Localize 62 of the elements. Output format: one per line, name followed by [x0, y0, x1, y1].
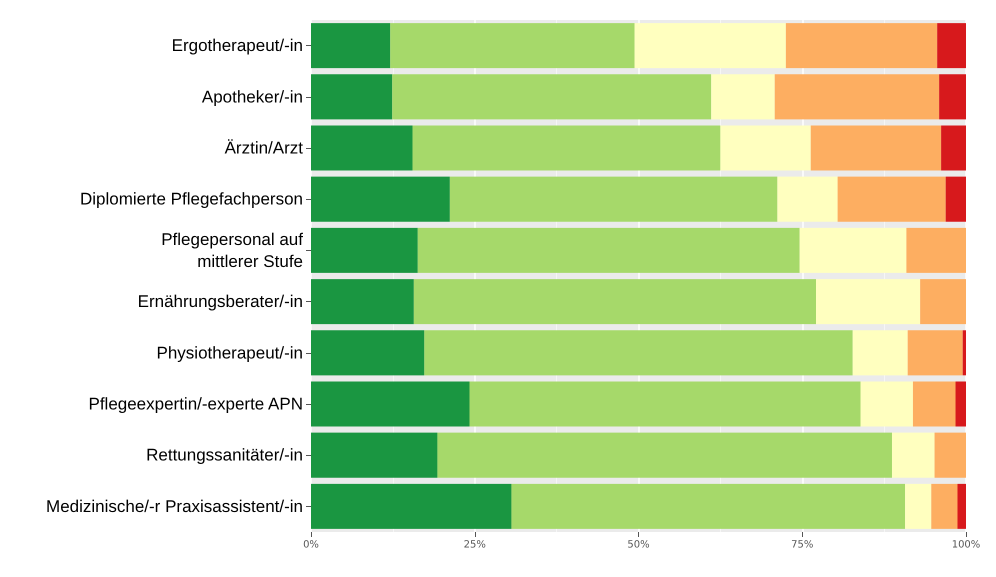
bar — [786, 23, 938, 68]
y-tick-label: Diplomierte Pflegefachperson — [80, 190, 303, 209]
bar — [392, 74, 712, 120]
bar — [774, 74, 940, 120]
bar — [908, 330, 963, 376]
bar — [892, 432, 935, 478]
bar — [711, 74, 775, 120]
bar — [962, 330, 966, 376]
y-tick-label: Ernährungsberater/-in — [138, 292, 303, 312]
x-tick-label: 100% — [952, 540, 980, 550]
bar — [470, 381, 861, 427]
bar — [941, 125, 966, 171]
bar — [860, 381, 913, 427]
bar — [311, 228, 418, 273]
bar — [634, 23, 786, 68]
bar — [437, 432, 892, 478]
bar — [956, 381, 966, 427]
bar — [311, 330, 424, 376]
x-tick-label: 0% — [303, 540, 319, 550]
y-tick-label: Pflegepersonal auf mittlerer Stufe — [161, 230, 304, 271]
bar — [777, 176, 838, 222]
y-tick-label: Rettungssanitäter/-in — [146, 446, 303, 465]
bar — [311, 23, 390, 68]
y-tick-label: Apotheker/-in — [202, 87, 303, 106]
y-tick-label: Ergotherapeut/-in — [172, 36, 303, 56]
bar — [412, 125, 720, 171]
y-tick-label: Physiotherapeut/-in — [156, 343, 303, 362]
bar — [418, 228, 800, 273]
bar — [311, 484, 512, 529]
y-tick-label: Pflegeexpertin/-experte APN — [88, 394, 303, 414]
bar — [450, 176, 778, 222]
bar — [424, 330, 853, 376]
y-tick-label: Medizinische/-r Praxisassistent/-in — [46, 496, 303, 516]
bar — [906, 228, 966, 273]
bar — [311, 279, 414, 324]
bar — [311, 432, 438, 478]
bar — [414, 279, 816, 324]
bar — [720, 125, 811, 171]
bar — [931, 484, 958, 529]
x-tick-label: 50% — [627, 540, 650, 550]
bar — [311, 381, 470, 427]
bar — [311, 176, 450, 222]
bar — [852, 330, 908, 376]
x-tick-label: 25% — [464, 540, 486, 550]
bar — [937, 23, 966, 68]
bar — [511, 484, 906, 529]
bar — [810, 125, 942, 171]
bar — [800, 228, 906, 273]
bar — [957, 484, 966, 529]
bar — [311, 125, 413, 171]
bar — [920, 279, 966, 324]
bar — [311, 74, 392, 120]
bar — [946, 176, 966, 222]
bar — [934, 432, 966, 478]
bar — [838, 176, 946, 222]
bar — [939, 74, 966, 120]
y-tick-label: Ärztin/Arzt — [224, 138, 304, 158]
bar — [816, 279, 920, 324]
bar — [912, 381, 956, 427]
bar — [905, 484, 932, 529]
x-tick-label: 75% — [791, 540, 814, 550]
bar — [390, 23, 635, 68]
